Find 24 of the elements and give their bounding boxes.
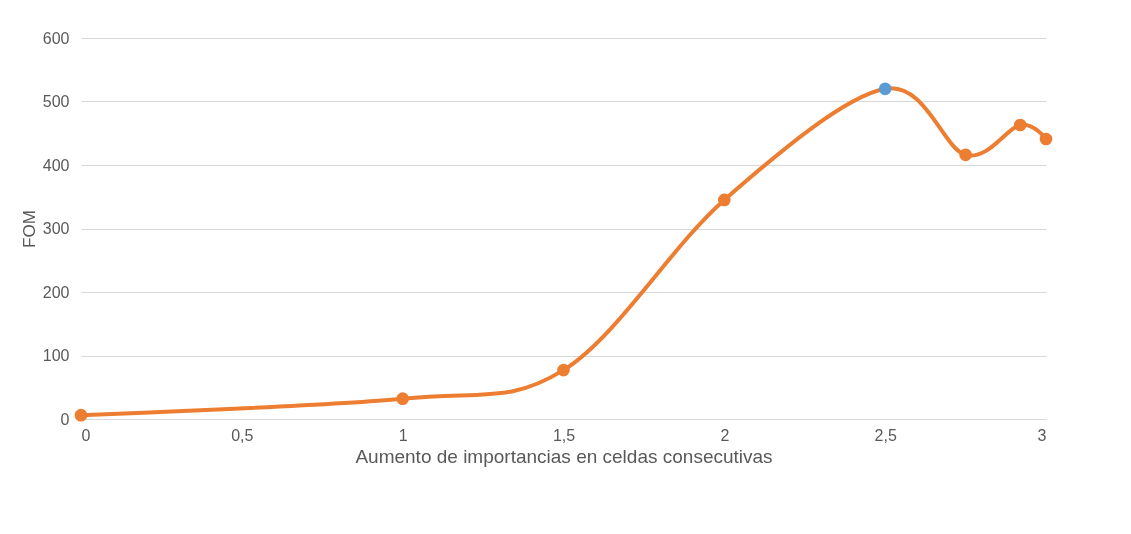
point	[74, 408, 88, 422]
y-axis-title: FOM	[19, 210, 39, 248]
y-tick-label: 200	[42, 283, 70, 301]
point	[1039, 132, 1053, 146]
y-tick-label: 100	[42, 347, 70, 364]
x-tick-label: 1	[398, 426, 408, 444]
x-tick-label: 0	[81, 426, 91, 444]
x-axis-title: Aumento de importancias en celdas consecutivas	[355, 445, 773, 467]
point	[718, 193, 731, 207]
y-tick-label: 400	[42, 156, 70, 174]
point	[1013, 118, 1027, 132]
point	[878, 82, 892, 96]
y-tick-label: 600	[42, 29, 70, 47]
point	[396, 392, 409, 405]
x-tick-label: 0,5	[231, 426, 254, 444]
y-tick-label: 500	[42, 93, 70, 110]
x-tick-label: 1,5	[552, 426, 576, 444]
point	[959, 148, 972, 162]
x-tick-label: 2,5	[874, 426, 897, 444]
x-tick-label: 2	[720, 426, 730, 444]
y-tick-label: 300	[42, 220, 70, 237]
x-tick-label: 3	[1037, 426, 1047, 444]
y-tick-label: 0	[60, 410, 70, 428]
point	[557, 363, 570, 377]
